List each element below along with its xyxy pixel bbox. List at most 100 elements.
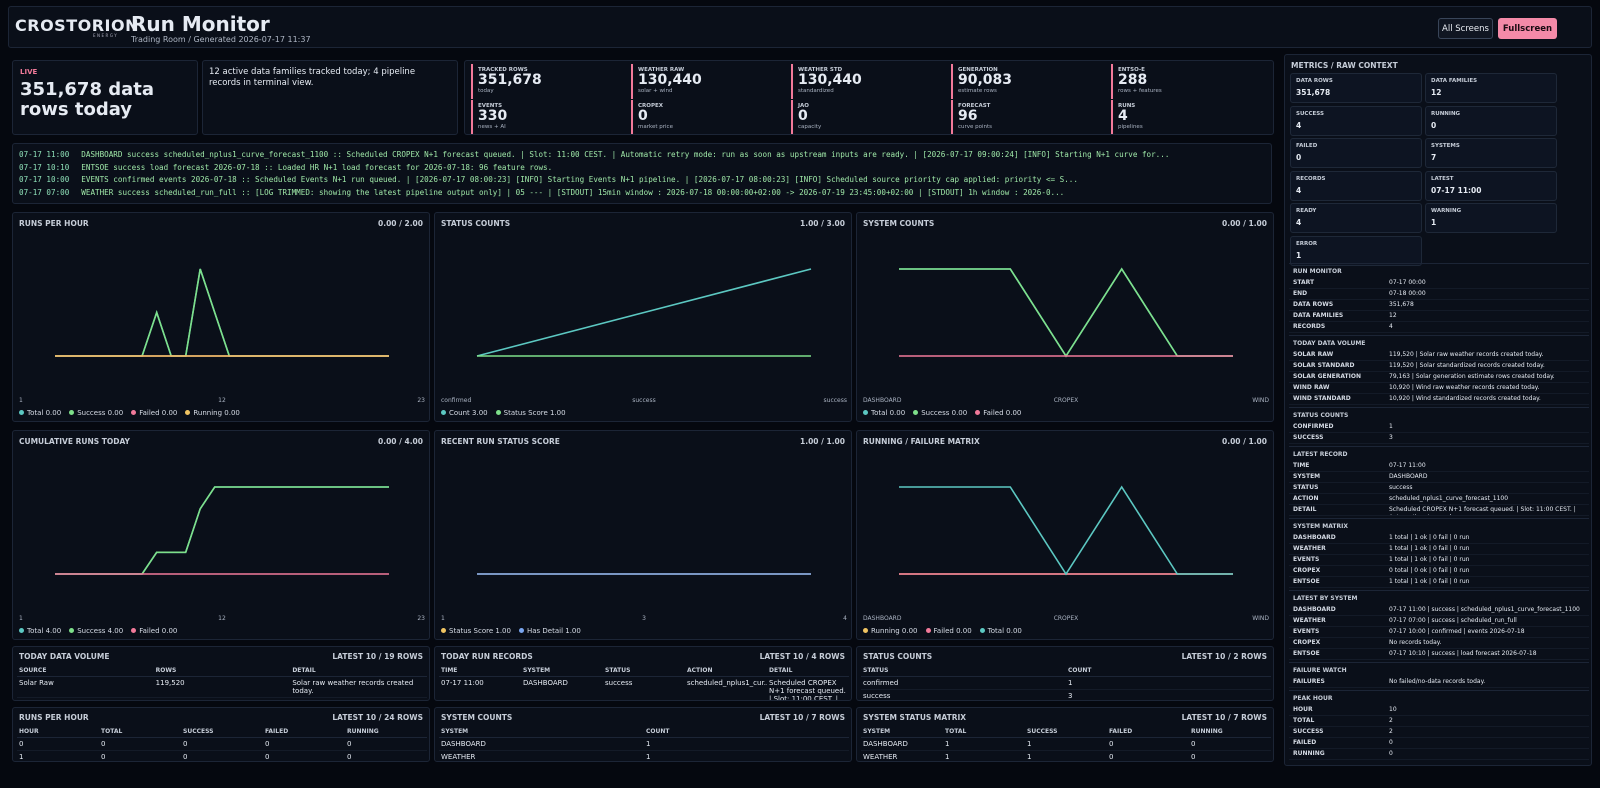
legend: Total 0.00 Success 0.00 Failed 0.00 Running… [19,409,240,417]
kv-row: DASHBOARD 07-17 11:00 | success | schedul… [1289,605,1589,616]
kv-key: WIND STANDARD [1293,395,1351,402]
legend-item: Status Score 1.00 [495,409,566,417]
metric-value: 0 [1296,153,1302,162]
kv-row: SOLAR GENERATION 79,163 | Solar generatio… [1289,372,1589,383]
column-header: SUCCESS [1025,726,1107,738]
metric-label: ERROR [1296,240,1318,247]
kpi-label: JAO [798,103,809,109]
kv-row: SUCCESS 2 [1289,727,1589,738]
kv-key: TOTAL [1293,717,1315,724]
kv-row: DETAIL Scheduled CROPEX N+1 forecast queu… [1289,505,1589,516]
metric-label: RECORDS [1296,175,1326,182]
chart-title: RUNS PER HOUR [19,219,89,228]
table-cell: 1 [943,750,1025,761]
section: RUN MONITOR START 07-17 00:00 END 07-18 00:0… [1289,263,1589,333]
kpi-sub: rows + features [1118,88,1162,94]
live-headline: 351,678 data rows today [20,79,155,120]
column-header: HOUR [17,726,99,738]
metric-label: WARNING [1431,208,1462,214]
kv-row: CROPEX No records today. [1289,638,1589,649]
metric-label: DATA FAMILIES [1431,78,1478,84]
kv-row: DATA FAMILIES 12 [1289,311,1589,322]
log-time: 07-17 11:00 [19,150,70,159]
table-cell: Solar Standard [17,697,154,700]
kv-key: WEATHER [1293,545,1326,552]
legend-value: 1.00 [495,627,511,635]
x-label: DASHBOARD [863,615,902,622]
legend-swatch [441,628,446,633]
kv-value: 07-17 11:00 [1389,462,1426,469]
metric: LATEST 07-17 11:00 [1425,170,1557,201]
table-cell: Solar raw weather records created today. [290,676,427,698]
chart: confirmed success success [441,268,847,404]
kv-row: EVENTS 1 total | 1 ok | 0 fail | 0 run [1289,555,1589,566]
table-cell: DASHBOARD [861,737,943,751]
kv-row: SYSTEM DASHBOARD [1289,472,1589,483]
metric: DATA FAMILIES 12 [1425,73,1557,103]
series-line [55,486,389,575]
table-count: LATEST 10 / 7 ROWS [1181,713,1267,722]
table-row: 07-17 11:00 DASHBOARD success scheduled_npl… [439,676,849,700]
series-line [55,268,389,357]
table: SOURCE ROWS DETAIL Solar Raw 119,520 Solar ra… [17,665,427,700]
legend-item: Success 4.00 [69,627,123,635]
series-line [899,267,1233,358]
kpi-label: FORECAST [958,103,991,109]
side-panel: METRICS / RAW CONTEXT DATA ROWS 351,678 DAT… [1284,54,1592,766]
kpi-value: 130,440 [798,72,862,88]
legend-name: Has Detail [526,627,564,635]
column-header: TOTAL [943,726,1025,738]
kv-key: CROPEX [1293,567,1321,574]
log-text: ENTSOE success load forecast 2026-07-18 … [81,162,553,172]
button[interactable]: All Screens [1438,18,1493,39]
kv-value: 07-17 07:00 | success | scheduled_run_fu… [1389,617,1517,624]
x-label: WIND [1252,397,1269,404]
kpi: FORECAST 96 curve points [951,100,1107,134]
table-title: TODAY RUN RECORDS [441,652,533,661]
legend-value: 1.00 [550,409,566,417]
kv-value: 119,520 | Solar raw weather records crea… [1389,351,1544,358]
kv-row: DATA ROWS 351,678 [1289,300,1589,311]
kv-value: 2 [1389,728,1393,735]
table-cell: Scheduled CROPEX N+1 forecast queued. | … [767,676,849,700]
legend-swatch [441,410,446,415]
kpi-label: GENERATION [958,67,998,73]
legend-name: Failed [139,627,160,635]
table-count: LATEST 10 / 2 ROWS [1181,652,1267,661]
table-cell: 1 [644,737,849,751]
x-label: 12 [218,397,226,404]
metric: READY 4 [1290,203,1422,233]
legend-name: Total [27,409,44,417]
table-cell: success [603,676,685,700]
kv-key: EVENTS [1293,556,1320,563]
legend-name: Running [871,627,900,635]
section: LATEST BY SYSTEM DASHBOARD 07-17 11:00 | s… [1289,590,1589,660]
table-cell: 1 [644,750,849,761]
button[interactable]: Fullscreen [1498,18,1557,39]
kv-row: ACTION scheduled_nplus1_curve_forecast_11… [1289,494,1589,505]
kpi-sub: pipelines [1118,124,1143,130]
kpi-label: WEATHER RAW [638,67,685,73]
table: TIME SYSTEM STATUS ACTION DETAIL 07-17 11:00 D… [439,665,849,700]
chart-panel: RUNS PER HOUR 0.00 / 2.00 1 12 23 Total 0.00 S… [12,212,430,422]
column-header: SYSTEM [439,726,644,738]
chart: 1 12 23 [19,268,425,404]
table-cell: 0 [99,750,181,761]
kv-value: 4 [1389,323,1393,330]
kv-row: EVENTS 07-17 10:00 | confirmed | events 2… [1289,627,1589,638]
table-cell: 0 [181,737,263,751]
kv-key: SOLAR STANDARD [1293,362,1355,369]
legend-swatch [131,628,137,633]
kv-key: CROPEX [1293,639,1321,646]
kv-row: WIND RAW 10,920 | Wind raw weather record… [1289,383,1589,394]
series-line [55,486,389,575]
metric: FAILED 0 [1290,138,1422,168]
column-header: SYSTEM [861,726,943,738]
kv-key: SYSTEM [1293,473,1321,480]
kpi-sub: capacity [798,124,822,130]
column-header: TIME [439,665,521,677]
table-title: STATUS COUNTS [863,652,933,661]
legend-value: 3.00 [472,409,488,417]
legend: Total 4.00 Success 4.00 Failed 0.00 [19,627,177,635]
metric-label: READY [1296,208,1317,214]
